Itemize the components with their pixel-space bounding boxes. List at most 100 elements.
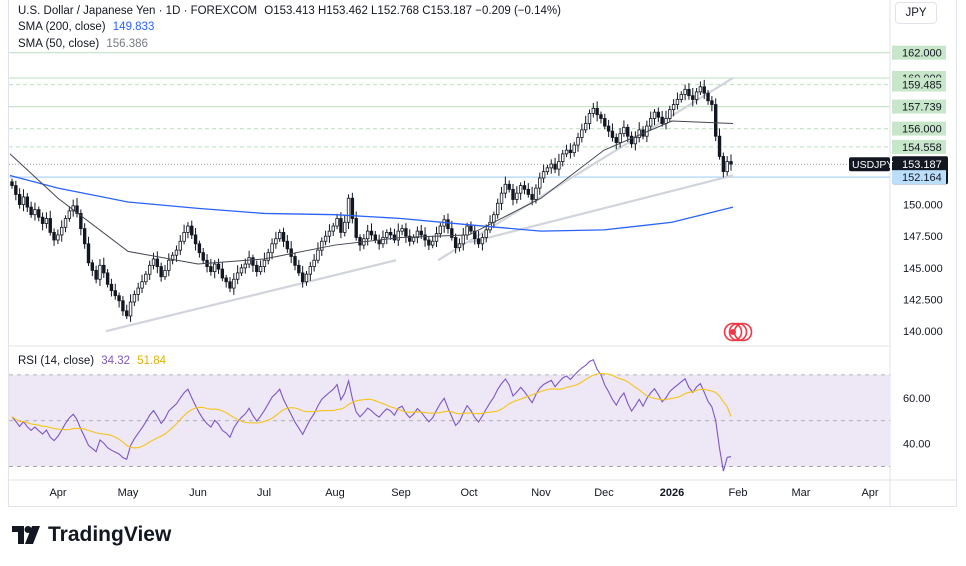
sma200-legend[interactable]: SMA (200, close) 149.833 xyxy=(18,19,154,35)
candle-body xyxy=(350,197,355,219)
candle-body xyxy=(147,264,152,275)
sma50-value: 156.386 xyxy=(106,38,148,50)
candle-body xyxy=(312,259,316,267)
candle-body xyxy=(710,100,714,105)
candle-body xyxy=(174,249,179,256)
candle-body xyxy=(193,234,198,245)
candle-body xyxy=(224,277,228,283)
time-tick-label: Dec xyxy=(594,487,614,499)
rsi-tick-label: 40.00 xyxy=(903,439,931,451)
candle-body xyxy=(419,230,423,236)
candle-body xyxy=(132,294,137,303)
candle-body xyxy=(190,225,194,236)
candle-body xyxy=(453,237,458,248)
price-label: 154.558 xyxy=(902,142,942,154)
candle-body xyxy=(507,183,511,190)
rsi-tick-label: 60.00 xyxy=(903,393,931,405)
currency-button[interactable]: JPY xyxy=(895,2,937,24)
candle-body xyxy=(335,218,339,227)
candle-body xyxy=(60,226,64,236)
events-icon-dot xyxy=(730,329,736,335)
rsi-value: 34.32 xyxy=(101,355,131,367)
candle-body xyxy=(702,86,706,94)
price-label: 156.000 xyxy=(902,124,942,136)
candle-body xyxy=(388,232,393,236)
candle-body xyxy=(82,228,87,245)
candle-body xyxy=(591,107,596,114)
candle-body xyxy=(125,310,129,317)
candle-body xyxy=(484,229,488,238)
trendline xyxy=(468,174,734,244)
candle-body xyxy=(258,266,263,273)
candle-body xyxy=(465,225,469,236)
candle-body xyxy=(270,243,274,254)
price-label-box xyxy=(892,77,946,92)
candle-body xyxy=(159,266,163,278)
candle-body xyxy=(396,230,400,241)
price-tick-label: 140.000 xyxy=(903,326,943,338)
candle-body xyxy=(373,234,378,241)
candle-body xyxy=(117,295,121,302)
candle-body xyxy=(167,259,171,271)
time-tick-label: Apr xyxy=(861,487,878,499)
candle-body xyxy=(522,185,527,190)
candle-body xyxy=(201,252,205,261)
candle-body xyxy=(614,137,618,143)
candle-body xyxy=(297,264,301,274)
sma50-legend[interactable]: SMA (50, close) 156.386 xyxy=(18,36,148,52)
candle-body xyxy=(262,259,267,267)
candle-body xyxy=(281,232,286,242)
trendline xyxy=(105,259,397,333)
candle-body xyxy=(438,225,443,235)
symbol-tag-label: USDJPY xyxy=(852,159,893,171)
time-tick-label: Sep xyxy=(391,487,411,499)
candle-body xyxy=(274,238,278,245)
candle-body xyxy=(572,144,576,154)
candle-body xyxy=(98,264,102,280)
candle-body xyxy=(729,161,733,165)
candle-body xyxy=(331,225,335,232)
candle-body xyxy=(170,254,175,261)
candle-body xyxy=(606,125,611,132)
price-label-box xyxy=(892,139,946,154)
candle-body xyxy=(511,188,515,200)
candle-body xyxy=(109,283,114,292)
candle-body xyxy=(209,266,213,273)
candle-body xyxy=(660,116,664,124)
candle-body xyxy=(492,214,496,223)
candle-body xyxy=(411,237,416,242)
candle-body xyxy=(79,213,83,230)
candle-body xyxy=(721,156,726,173)
candle-body xyxy=(392,234,397,241)
candle-body xyxy=(694,91,699,100)
candle-body xyxy=(480,237,485,245)
candle-body xyxy=(121,300,125,312)
candle-body xyxy=(430,240,435,246)
price-label-box xyxy=(892,170,946,185)
candle-body xyxy=(587,113,592,124)
candle-body xyxy=(136,287,140,295)
candle-body xyxy=(515,192,519,200)
candle-body xyxy=(496,202,500,216)
rsi-legend[interactable]: RSI (14, close) 34.32 51.84 xyxy=(18,353,166,369)
candle-body xyxy=(17,194,22,205)
price-tick-label: 145.000 xyxy=(903,263,943,275)
candle-body xyxy=(526,188,531,195)
time-tick-label: Apr xyxy=(49,487,66,499)
candle-body xyxy=(549,163,553,169)
candle-body xyxy=(564,149,569,155)
candle-body xyxy=(538,177,542,189)
candle-body xyxy=(427,239,431,246)
price-label: 152.164 xyxy=(902,172,942,184)
candle-body xyxy=(289,248,293,257)
candle-body xyxy=(698,86,703,93)
rsi-ma-line xyxy=(11,372,732,449)
candle-body xyxy=(197,243,202,254)
candle-body xyxy=(228,281,232,289)
candle-body xyxy=(343,221,347,233)
trendline xyxy=(437,77,734,262)
tradingview-logo[interactable]: TradingView xyxy=(12,523,171,547)
time-tick-label: Jul xyxy=(257,487,271,499)
candle-body xyxy=(251,257,255,266)
